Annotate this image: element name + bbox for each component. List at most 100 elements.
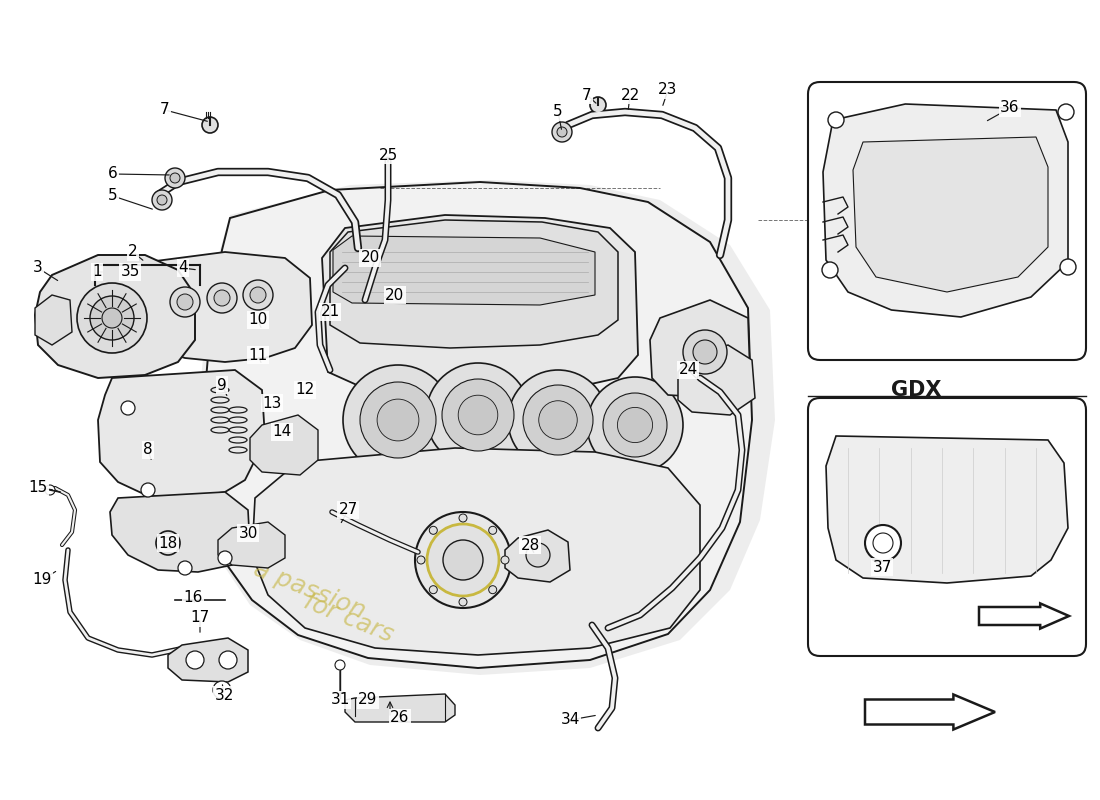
Circle shape [178,561,192,575]
Circle shape [213,681,231,699]
Circle shape [141,483,155,497]
Circle shape [508,370,608,470]
Text: 31: 31 [330,693,350,707]
Text: 13: 13 [262,395,282,410]
Text: 3: 3 [33,261,43,275]
Text: 9: 9 [217,378,227,393]
Text: 17: 17 [190,610,210,626]
Circle shape [526,543,550,567]
Circle shape [157,195,167,205]
Circle shape [693,340,717,364]
Circle shape [177,294,192,310]
Circle shape [587,377,683,473]
Circle shape [442,379,514,451]
Polygon shape [650,300,750,398]
Circle shape [90,296,134,340]
Circle shape [617,407,652,442]
Circle shape [683,330,727,374]
Circle shape [828,112,844,128]
Polygon shape [979,603,1069,629]
Text: 25: 25 [378,147,397,162]
Polygon shape [250,415,318,475]
Text: 7: 7 [582,87,592,102]
Circle shape [459,395,498,435]
Circle shape [1060,259,1076,275]
Circle shape [873,533,893,553]
Text: 35: 35 [120,265,140,279]
Text: GDX: GDX [891,380,942,400]
Circle shape [552,122,572,142]
Circle shape [45,485,55,495]
Circle shape [170,173,180,183]
Circle shape [459,598,468,606]
Circle shape [443,540,483,580]
Polygon shape [865,694,996,730]
Circle shape [336,660,345,670]
Polygon shape [200,180,776,675]
Text: 32: 32 [214,687,233,702]
Text: 12: 12 [296,382,315,398]
Polygon shape [168,638,248,682]
Circle shape [415,512,512,608]
Text: 20: 20 [361,250,379,266]
Polygon shape [252,448,700,655]
Circle shape [343,365,453,475]
Polygon shape [218,522,285,568]
Circle shape [214,290,230,306]
FancyBboxPatch shape [808,82,1086,360]
Circle shape [429,526,438,534]
Circle shape [243,280,273,310]
Polygon shape [826,436,1068,583]
Polygon shape [345,694,455,722]
Circle shape [603,393,667,457]
Text: 26: 26 [390,710,409,726]
Circle shape [77,283,147,353]
Circle shape [557,127,566,137]
Text: 5: 5 [553,105,563,119]
Text: 19: 19 [32,573,52,587]
Polygon shape [333,236,595,305]
Text: 7: 7 [161,102,169,118]
Polygon shape [35,295,72,345]
Circle shape [152,190,172,210]
Text: 23: 23 [658,82,678,98]
Circle shape [202,117,218,133]
Text: 1: 1 [92,265,102,279]
Text: 4: 4 [178,261,188,275]
Text: 34: 34 [560,713,580,727]
Polygon shape [132,252,312,362]
Circle shape [429,586,438,594]
Text: 20: 20 [385,287,405,302]
Circle shape [426,363,530,467]
Circle shape [250,287,266,303]
Text: 2: 2 [129,245,138,259]
Text: 14: 14 [273,425,292,439]
Text: 36: 36 [1000,101,1020,115]
Circle shape [162,537,174,549]
Circle shape [488,526,497,534]
Polygon shape [98,370,265,498]
Circle shape [822,262,838,278]
Circle shape [865,525,901,561]
Text: 22: 22 [620,87,639,102]
Text: 28: 28 [520,538,540,553]
Text: 30: 30 [239,526,257,541]
Text: 18: 18 [158,535,177,550]
Text: 8: 8 [143,442,153,458]
Text: 21: 21 [320,305,340,319]
Text: 29: 29 [359,693,377,707]
Circle shape [219,651,236,669]
Text: 10: 10 [249,313,267,327]
Circle shape [360,382,436,458]
Circle shape [1058,104,1074,120]
Text: 16: 16 [184,590,202,606]
Circle shape [459,514,468,522]
Circle shape [427,524,499,596]
Circle shape [207,283,236,313]
Polygon shape [110,492,250,572]
Circle shape [377,399,419,441]
Circle shape [170,287,200,317]
Text: 15: 15 [29,481,47,495]
Text: a passion: a passion [251,557,370,623]
Polygon shape [205,182,752,668]
